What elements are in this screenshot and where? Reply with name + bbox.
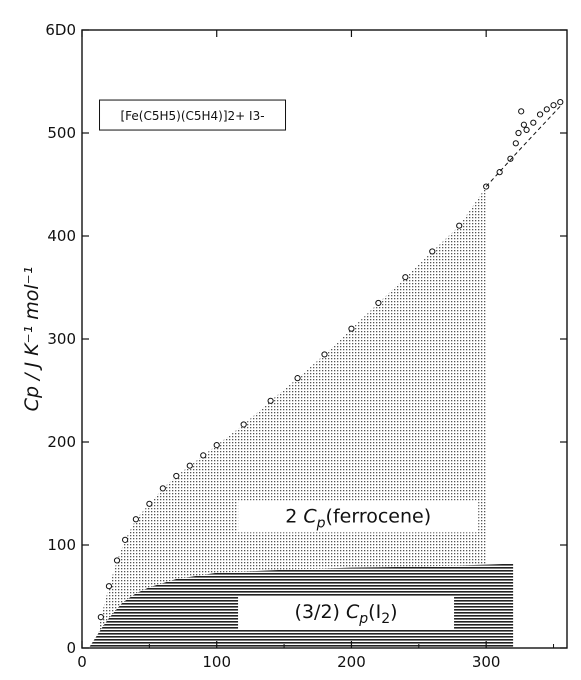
data-point xyxy=(520,121,527,128)
data-point xyxy=(105,583,113,590)
data-point xyxy=(267,397,274,404)
data-point xyxy=(173,472,180,480)
baseline-dashed-line xyxy=(485,105,561,187)
data-point xyxy=(557,99,564,106)
y-tick-label: 400 xyxy=(47,227,76,245)
x-tick-label: 200 xyxy=(337,653,366,671)
data-point xyxy=(523,126,530,134)
ferrocene-region-label: 2 Cp(ferrocene) xyxy=(285,505,431,531)
data-point xyxy=(518,108,525,115)
y-tick-label: 500 xyxy=(47,124,76,142)
compound-label: [Fe(C5H5)(C5H4)]2+ I3- xyxy=(120,109,264,123)
data-point xyxy=(402,274,409,281)
data-point xyxy=(213,441,220,449)
data-point xyxy=(530,119,537,126)
data-point xyxy=(536,111,544,118)
compound-label-box xyxy=(99,99,287,131)
data-point xyxy=(186,462,193,469)
data-point xyxy=(429,248,436,255)
x-tick-label: 300 xyxy=(472,653,501,671)
data-point xyxy=(146,500,153,507)
data-point xyxy=(159,485,166,492)
ferrocene-region xyxy=(95,186,487,648)
y-tick-label: 6D0 xyxy=(45,21,76,39)
iodine-label-bg xyxy=(238,596,455,630)
data-point xyxy=(122,536,129,543)
data-point xyxy=(515,129,522,137)
data-point xyxy=(200,452,207,459)
y-axis-title: Cp / J K⁻¹ mol⁻¹ xyxy=(21,267,43,412)
y-tick-label: 200 xyxy=(47,433,76,451)
y-tick-label: 300 xyxy=(47,330,76,348)
data-point xyxy=(132,516,139,523)
data-point xyxy=(321,351,328,358)
data-point xyxy=(543,106,550,113)
x-tick-label: 0 xyxy=(77,653,87,671)
data-point xyxy=(507,155,514,162)
data-point xyxy=(294,375,301,382)
data-point xyxy=(240,421,247,428)
data-point xyxy=(97,614,104,621)
data-point xyxy=(550,102,557,109)
data-point xyxy=(512,140,519,147)
x-tick-label: 100 xyxy=(202,653,231,671)
iodine-region-label: (3/2) Cp(I2) xyxy=(295,601,398,627)
data-point xyxy=(375,299,382,307)
y-tick-label: 0 xyxy=(66,639,76,657)
data-point xyxy=(113,557,121,564)
data-point xyxy=(456,222,463,229)
ferrocene-label-bg xyxy=(238,500,479,533)
data-point xyxy=(348,325,355,332)
y-tick-label: 100 xyxy=(47,536,76,554)
